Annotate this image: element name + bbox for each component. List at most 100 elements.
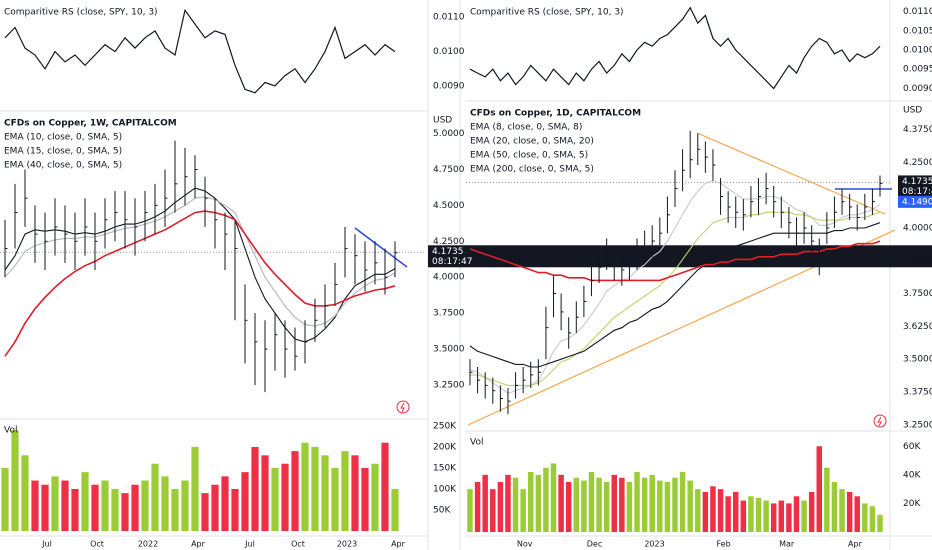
- volume-bar: [626, 482, 633, 532]
- y-tick-label: 0.0100: [433, 47, 465, 57]
- price-label: 4.1735: [902, 177, 932, 187]
- volume-bar: [748, 496, 754, 532]
- trendline[interactable]: [354, 227, 408, 268]
- alert-icon[interactable]: [396, 400, 410, 414]
- y-tick-label: 3.2500: [903, 420, 932, 430]
- volume-bar: [51, 476, 59, 531]
- volume-bar: [710, 486, 716, 532]
- legend-entry: EMA (40, close, 0, SMA, 5): [4, 161, 122, 171]
- volume-bar: [687, 480, 693, 532]
- y-tick-label: 0.0090: [903, 84, 932, 94]
- volume-bar: [862, 503, 868, 532]
- x-tick-label: Nov: [517, 540, 533, 549]
- volume-bar: [497, 482, 504, 532]
- volume-bar: [664, 482, 671, 532]
- alert-label-box: [898, 195, 932, 208]
- volume-bar: [816, 446, 822, 532]
- axis-unit: USD: [433, 116, 452, 126]
- y-tick-label: 3.5000: [433, 345, 465, 355]
- y-tick-label: 250K: [433, 421, 457, 431]
- volume-bar: [702, 492, 709, 532]
- y-tick-label: 3.6250: [903, 322, 932, 332]
- volume-bar: [588, 472, 595, 532]
- x-tick-label: 2022: [138, 540, 158, 549]
- volume-bar: [770, 503, 777, 532]
- volume-bar: [311, 446, 319, 531]
- y-tick-label: 4.2500: [903, 158, 932, 168]
- y-tick-label: 150K: [433, 463, 457, 473]
- volume-bar: [81, 472, 89, 531]
- y-tick-label: 0.0110: [903, 7, 932, 17]
- countdown-label: 08:17:47: [902, 187, 932, 197]
- volume-bar: [111, 488, 119, 531]
- volume-bar: [786, 503, 792, 532]
- x-tick-label: Apr: [391, 540, 406, 549]
- volume-bar: [596, 477, 602, 532]
- y-tick-label: 3.7500: [903, 289, 932, 299]
- axis-unit: USD: [903, 106, 922, 116]
- volume-bar: [351, 455, 359, 531]
- volume-bar: [61, 480, 69, 531]
- alert-icon[interactable]: [873, 414, 887, 428]
- volume-bar: [755, 497, 762, 532]
- volume-bar: [528, 472, 534, 532]
- y-tick-label: 4.2500: [433, 237, 465, 247]
- volume-bar: [695, 489, 701, 532]
- volume-bar: [91, 484, 99, 531]
- volume-bar: [505, 474, 511, 532]
- volume-bar: [341, 451, 349, 531]
- x-tick-label: 2023: [337, 540, 357, 549]
- volume-bar: [361, 467, 369, 531]
- volume-bar: [520, 489, 526, 532]
- volume-bar: [474, 482, 481, 532]
- volume-bar: [717, 489, 724, 532]
- y-tick-label: 0.0095: [903, 65, 932, 75]
- indicator-title: Vol: [470, 438, 483, 448]
- legend-entry: EMA (200, close, 0, SMA, 5): [470, 165, 594, 175]
- volume-bar: [839, 489, 845, 532]
- indicator-title: Vol: [4, 426, 17, 436]
- volume-bar: [558, 474, 564, 532]
- y-tick-label: 60K: [903, 442, 921, 452]
- volume-bar: [846, 492, 853, 532]
- countdown-label: 08:17:47: [432, 257, 472, 267]
- y-tick-label: 0.0110: [433, 13, 465, 23]
- trendline[interactable]: [696, 132, 886, 215]
- volume-bar: [641, 477, 648, 532]
- y-tick-label: 3.5000: [903, 355, 932, 365]
- volume-bar: [649, 474, 655, 532]
- y-tick-label: 3.3750: [903, 387, 932, 397]
- price-label: 4.1735: [432, 247, 464, 257]
- y-tick-label: 100K: [433, 484, 457, 494]
- x-tick-label: Jul: [244, 540, 255, 549]
- y-tick-label: 200K: [433, 442, 457, 452]
- x-tick-label: Feb: [717, 540, 731, 549]
- volume-bar: [740, 500, 747, 532]
- volume-bar: [231, 488, 239, 531]
- volume-bar: [808, 492, 815, 532]
- volume-bar: [251, 446, 259, 531]
- y-tick-label: 5.0000: [433, 129, 465, 139]
- volume-bar: [869, 506, 876, 532]
- volume-bar: [581, 480, 587, 532]
- indicator-title: Comparitive RS (close, SPY, 10, 3): [470, 8, 624, 18]
- y-tick-label: 50K: [433, 505, 451, 515]
- volume-bar: [831, 482, 838, 532]
- volume-bar: [611, 474, 617, 532]
- volume-bar: [535, 474, 542, 532]
- volume-bar: [490, 489, 496, 532]
- x-tick-label: Mar: [779, 540, 795, 549]
- line-series: [469, 6, 881, 90]
- volume-bar: [603, 482, 610, 532]
- y-tick-label: 4.7500: [433, 165, 465, 175]
- line-series: [4, 187, 396, 343]
- x-tick-label: Oct: [90, 540, 104, 549]
- volume-bar: [31, 480, 39, 531]
- y-tick-label: 3.8750: [903, 256, 932, 266]
- y-tick-label: 4.0000: [433, 273, 465, 283]
- price-label-box: [898, 175, 932, 198]
- legend-entry: EMA (8, close, 0, SMA, 8): [470, 123, 582, 133]
- line-series: [4, 196, 396, 327]
